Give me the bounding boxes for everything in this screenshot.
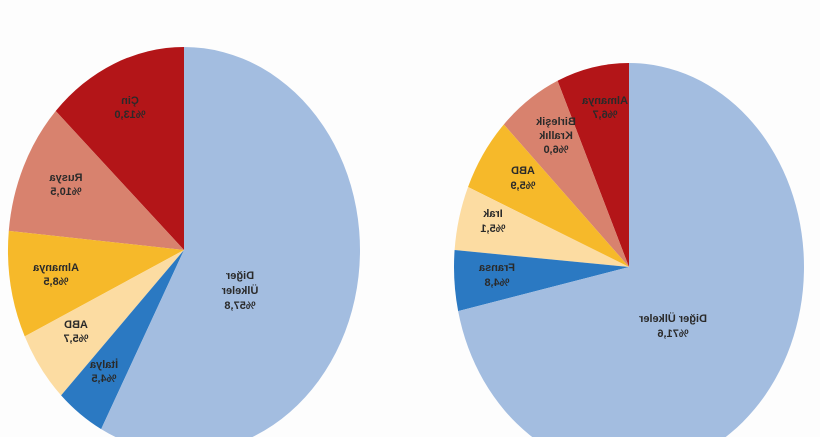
value-bk: %6,0 bbox=[543, 144, 568, 156]
label-irak: Irak bbox=[482, 208, 502, 220]
label-almanya: Almanya bbox=[32, 262, 79, 274]
pie-slice-almanya bbox=[7, 230, 184, 337]
right-pie-labels: Almanya %6,7 Birleşik Krallık %6,0 ABD %… bbox=[478, 95, 707, 340]
label-diger-r: Diğer Ülkeler bbox=[638, 312, 707, 325]
pie-slice-abd bbox=[24, 250, 184, 396]
value-abd-r: %5,9 bbox=[510, 180, 535, 192]
pie-slice-i̇talya bbox=[61, 250, 184, 430]
value-italya: %4,5 bbox=[91, 373, 116, 385]
pie-slice-fransa bbox=[453, 250, 629, 312]
label-abd: ABD bbox=[64, 319, 88, 331]
pie-slice-diğer-ülkeler bbox=[458, 63, 804, 437]
label-bk-1: Birleşik bbox=[535, 116, 576, 128]
label-bk-2: Krallık bbox=[538, 130, 573, 142]
label-rusya: Rusya bbox=[49, 172, 83, 184]
pie-slice-rusya bbox=[8, 111, 184, 251]
value-rusya: %10,5 bbox=[50, 186, 81, 198]
right-pie-chart bbox=[453, 63, 804, 437]
label-cin: Çin bbox=[121, 95, 139, 107]
value-diger-r: %71,6 bbox=[657, 328, 688, 340]
left-pie-labels: Çin %13,0 Rusya %10,5 Almanya %8,5 ABD %… bbox=[32, 95, 258, 385]
pie-slice-irak bbox=[454, 186, 629, 267]
label-almanya-r: Almanya bbox=[581, 95, 628, 107]
value-fransa: %4,8 bbox=[484, 277, 509, 289]
left-pie-chart bbox=[7, 47, 360, 437]
value-diger: %57,8 bbox=[224, 300, 255, 312]
label-abd-r: ABD bbox=[511, 165, 535, 177]
label-diger-1: Diğer bbox=[225, 270, 254, 282]
label-italya: İtalya bbox=[89, 358, 118, 371]
pie-slice-almanya bbox=[557, 63, 629, 267]
value-cin: %13,0 bbox=[114, 109, 145, 121]
pie-slice-abd bbox=[468, 124, 629, 267]
pie-slice-diğer-ülkeler bbox=[101, 47, 360, 437]
label-diger-2: Ülkeler bbox=[221, 284, 258, 297]
pie-slice-birleşik-krallık bbox=[503, 80, 629, 267]
value-irak: %5,1 bbox=[480, 223, 505, 235]
label-fransa: Fransa bbox=[478, 262, 515, 274]
value-almanya: %8,5 bbox=[43, 276, 68, 288]
value-abd: %5,7 bbox=[63, 333, 88, 345]
pie-slice-çin bbox=[55, 47, 184, 250]
value-almanya-r: %6,7 bbox=[592, 109, 617, 121]
